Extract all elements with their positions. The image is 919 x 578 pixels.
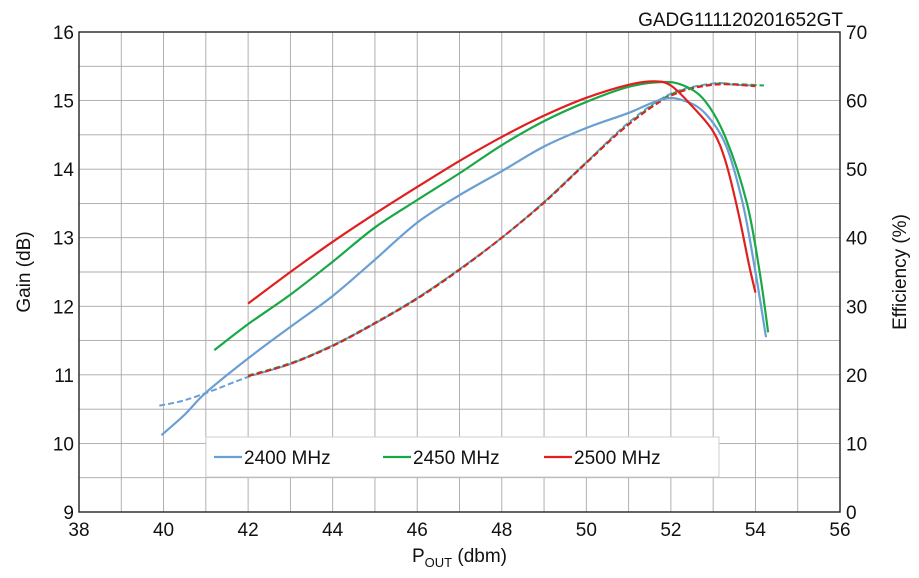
y2-tick-label: 0 [846,503,857,524]
gain-line-2500-mhz [247,80,757,305]
legend-label: 2500 MHz [574,448,661,469]
x-tick-label: 54 [745,520,767,541]
x-axis-title: POUT (dbm) [412,546,507,570]
y2-tick-label: 20 [846,366,867,387]
y2-tick-label: 70 [846,23,867,44]
x-tick-label: 50 [576,520,597,541]
legend-box [205,436,720,478]
x-tick-label: 38 [68,520,89,541]
x-tick-label: 42 [238,520,259,541]
x-tick-label: 46 [407,520,428,541]
plot-frame [78,31,841,513]
legend-label: 2450 MHz [413,448,500,469]
y-tick-label: 16 [53,23,74,44]
x-tick-label: 48 [491,520,512,541]
y2-axis-title: Efficiency (%) [890,214,911,330]
y-tick-label: 12 [53,297,74,318]
gain-line-2400-mhz [160,97,768,437]
y2-tick-label: 30 [846,297,867,318]
x-tick-label: 44 [322,520,344,541]
legend-label: 2400 MHz [244,448,331,469]
chart-code-label: GADG111120201652GT [638,10,843,31]
x-tick-label: 52 [660,520,681,541]
y2-tick-label: 40 [846,229,867,250]
y2-tick-label: 50 [846,160,867,181]
y-tick-label: 9 [63,503,74,524]
y-tick-label: 15 [53,92,74,113]
y2-tick-label: 10 [846,434,867,455]
y-tick-label: 10 [53,434,74,455]
y-tick-label: 14 [53,160,75,181]
x-tick-label: 40 [153,520,174,541]
y-axis-title: Gain (dB) [14,231,35,312]
gain-line-2450-mhz [213,80,770,352]
y2-tick-label: 60 [846,92,867,113]
y-tick-label: 11 [54,366,74,387]
efficiency-line-2500-mhz [247,83,756,378]
x-tick-label: 56 [829,520,850,541]
y-tick-label: 13 [53,229,74,250]
